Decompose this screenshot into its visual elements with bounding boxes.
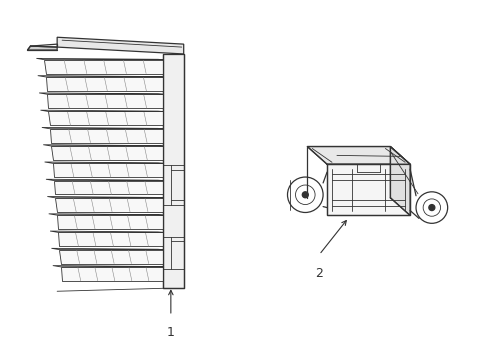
- Polygon shape: [47, 94, 163, 108]
- Polygon shape: [45, 77, 163, 91]
- Polygon shape: [46, 179, 163, 181]
- Polygon shape: [53, 266, 163, 267]
- Polygon shape: [27, 46, 57, 50]
- Polygon shape: [38, 76, 163, 77]
- Polygon shape: [39, 93, 163, 94]
- Circle shape: [302, 192, 307, 198]
- Polygon shape: [44, 60, 163, 73]
- Polygon shape: [36, 58, 163, 60]
- Polygon shape: [52, 163, 163, 177]
- Polygon shape: [59, 249, 163, 264]
- Polygon shape: [47, 197, 163, 198]
- Polygon shape: [54, 181, 163, 194]
- Polygon shape: [61, 267, 163, 281]
- Polygon shape: [51, 248, 163, 249]
- Polygon shape: [48, 112, 163, 125]
- Polygon shape: [55, 198, 163, 212]
- Polygon shape: [42, 127, 163, 129]
- Polygon shape: [51, 146, 163, 160]
- Polygon shape: [306, 147, 409, 164]
- Circle shape: [428, 204, 434, 211]
- Polygon shape: [57, 37, 183, 54]
- Polygon shape: [50, 231, 163, 232]
- Text: 2: 2: [315, 267, 323, 280]
- Polygon shape: [57, 215, 163, 229]
- Polygon shape: [389, 147, 409, 215]
- Polygon shape: [49, 214, 163, 215]
- Polygon shape: [41, 110, 163, 112]
- Polygon shape: [163, 54, 183, 288]
- Polygon shape: [326, 164, 409, 215]
- Polygon shape: [43, 145, 163, 146]
- Polygon shape: [58, 232, 163, 246]
- Polygon shape: [44, 162, 163, 163]
- Polygon shape: [50, 129, 163, 143]
- Text: 1: 1: [166, 326, 174, 339]
